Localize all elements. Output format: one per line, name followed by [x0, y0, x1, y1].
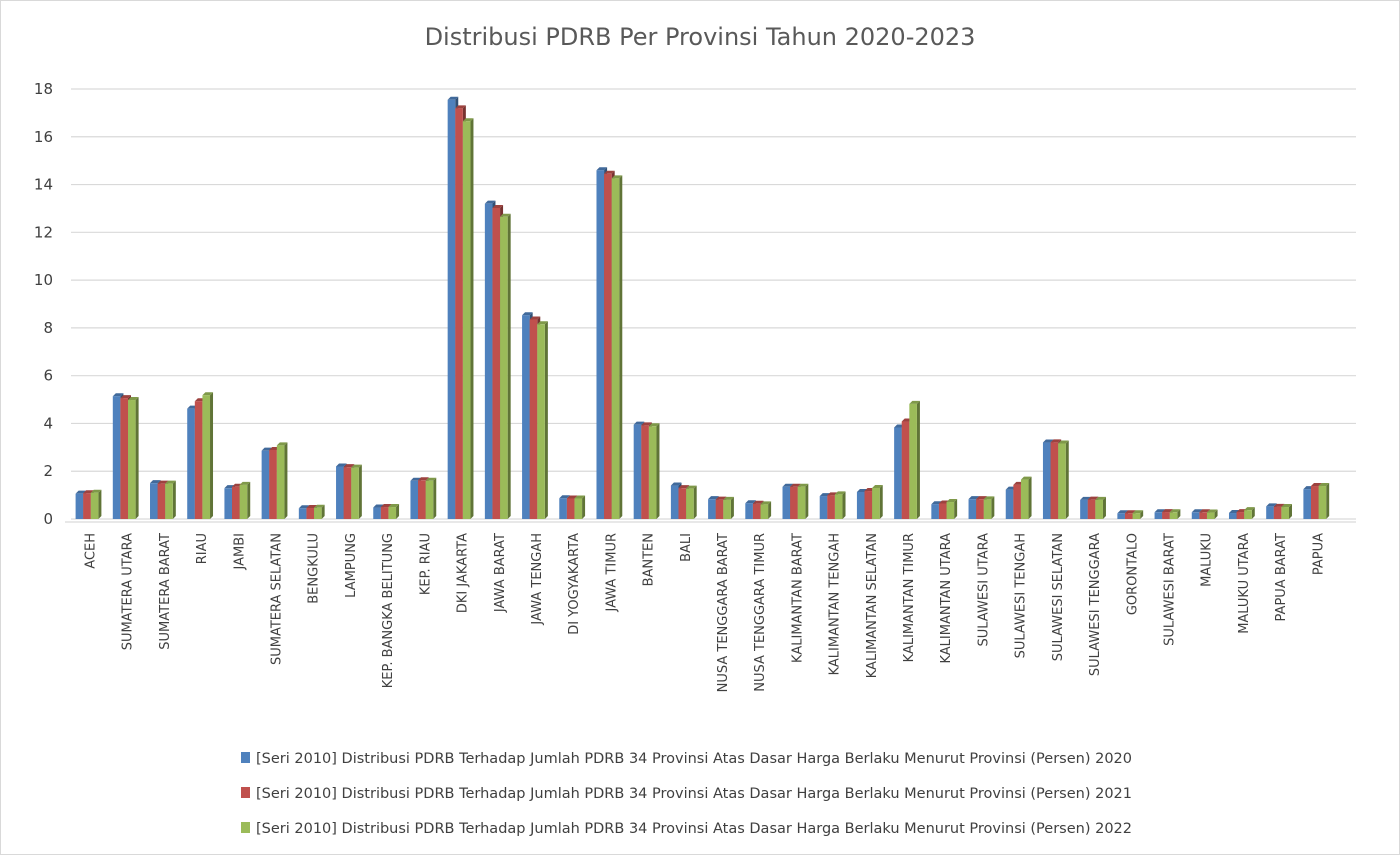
x-tick-label: KALIMANTAN UTARA	[939, 533, 954, 664]
bar	[388, 504, 400, 519]
bar	[425, 477, 437, 519]
bar	[1318, 483, 1330, 519]
bar	[537, 321, 548, 519]
legend-item: [Seri 2010] Distribusi PDRB Terhadap Jum…	[241, 786, 1132, 802]
x-tick-label: DI YOGYAKARTA	[567, 533, 582, 635]
x-tick-label: JAWA BARAT	[493, 533, 508, 613]
legend-swatch	[241, 787, 250, 798]
bar	[834, 491, 846, 519]
x-tick-label: DKI JAKARTA	[456, 533, 471, 613]
bar	[276, 442, 288, 519]
x-tick-label: PAPUA	[1311, 533, 1326, 575]
x-tick-label: SUMATERA UTARA	[121, 533, 136, 650]
x-tick-label: SULAWESI SELATAN	[1051, 533, 1066, 661]
y-axis-ticks: 0 2 4 6 8 10 12 14 16 18	[34, 80, 53, 528]
x-tick-label: KALIMANTAN TENGAH	[828, 533, 843, 675]
bar	[1058, 440, 1069, 519]
x-tick-label: BENGKULU	[307, 533, 322, 604]
bar	[1169, 509, 1181, 519]
bar	[202, 392, 214, 519]
y-tick-label: 2	[43, 462, 53, 480]
bar	[797, 483, 809, 519]
legend-item: [Seri 2010] Distribusi PDRB Terhadap Jum…	[241, 751, 1132, 767]
x-tick-label: KALIMANTAN TIMUR	[902, 533, 917, 662]
y-tick-label: 16	[34, 128, 53, 146]
y-tick-label: 0	[43, 510, 53, 528]
legend: [Seri 2010] Distribusi PDRB Terhadap Jum…	[241, 751, 1132, 837]
x-tick-label: BANTEN	[642, 533, 657, 586]
bar	[128, 397, 139, 519]
x-tick-label: GORONTALO	[1125, 533, 1140, 615]
x-tick-label: SULAWESI UTARA	[976, 533, 991, 647]
bar	[165, 480, 176, 519]
y-tick-label: 6	[43, 367, 53, 385]
bar	[723, 496, 734, 519]
x-tick-label: SUMATERA SELATAN	[270, 533, 285, 665]
bar	[1020, 476, 1032, 519]
bar	[611, 175, 623, 519]
legend-item: [Seri 2010] Distribusi PDRB Terhadap Jum…	[241, 821, 1132, 837]
bar	[351, 464, 362, 519]
y-tick-label: 12	[34, 223, 53, 241]
bar	[909, 400, 920, 519]
x-axis-ticks: ACEH SUMATERA UTARA SUMATERA BARAT RIAU JAMB…	[84, 533, 1327, 692]
bar	[1244, 507, 1255, 519]
bar	[574, 495, 586, 519]
bar	[872, 484, 883, 519]
bar	[946, 499, 958, 519]
y-tick-label: 14	[34, 176, 53, 194]
legend-label: [Seri 2010] Distribusi PDRB Terhadap Jum…	[256, 786, 1132, 802]
x-tick-label: KEP. RIAU	[418, 533, 433, 595]
bar	[648, 423, 660, 519]
legend-label: [Seri 2010] Distribusi PDRB Terhadap Jum…	[256, 751, 1132, 767]
bar	[500, 213, 511, 520]
bar	[462, 118, 474, 519]
x-tick-label: KEP. BANGKA BELITUNG	[381, 533, 396, 688]
y-tick-label: 8	[43, 319, 53, 337]
x-tick-label: MALUKU	[1200, 533, 1215, 587]
x-tick-label: PAPUA BARAT	[1274, 533, 1289, 621]
y-tick-label: 10	[34, 271, 53, 289]
y-tick-label: 18	[34, 80, 53, 98]
bar	[686, 485, 697, 519]
gridlines	[65, 88, 1356, 523]
bar	[1281, 504, 1292, 519]
bars	[75, 96, 1330, 520]
x-tick-label: NUSA TENGGARA BARAT	[716, 533, 731, 692]
legend-swatch	[241, 752, 250, 763]
x-tick-label: SULAWESI BARAT	[1162, 533, 1177, 646]
bar	[90, 489, 102, 519]
x-tick-label: SULAWESI TENGGARA	[1088, 533, 1103, 676]
chart-title: Distribusi PDRB Per Provinsi Tahun 2020-…	[425, 23, 976, 51]
x-tick-label: RIAU	[195, 533, 210, 564]
x-tick-label: KALIMANTAN BARAT	[790, 533, 805, 663]
x-tick-label: MALUKU UTARA	[1237, 533, 1252, 634]
legend-label: [Seri 2010] Distribusi PDRB Terhadap Jum…	[256, 821, 1132, 837]
x-tick-label: BALI	[679, 533, 694, 562]
x-tick-label: JAWA TIMUR	[604, 533, 619, 613]
y-tick-label: 4	[43, 414, 53, 432]
x-tick-label: SULAWESI TENGAH	[1014, 533, 1029, 658]
x-tick-label: LAMPUNG	[344, 533, 359, 598]
x-tick-label: NUSA TENGGARA TIMUR	[753, 533, 768, 692]
x-tick-label: JAWA TENGAH	[530, 533, 545, 626]
bar	[983, 496, 995, 519]
bar	[760, 501, 772, 519]
legend-swatch	[241, 822, 250, 833]
bar	[314, 504, 325, 519]
bar	[1206, 509, 1218, 519]
x-tick-label: SUMATERA BARAT	[158, 533, 173, 650]
x-tick-label: ACEH	[84, 533, 99, 569]
bar	[239, 481, 251, 519]
x-tick-label: KALIMANTAN SELATAN	[865, 533, 880, 678]
x-tick-label: JAMBI	[232, 533, 247, 570]
bar	[1095, 496, 1106, 519]
bar	[1132, 510, 1144, 519]
